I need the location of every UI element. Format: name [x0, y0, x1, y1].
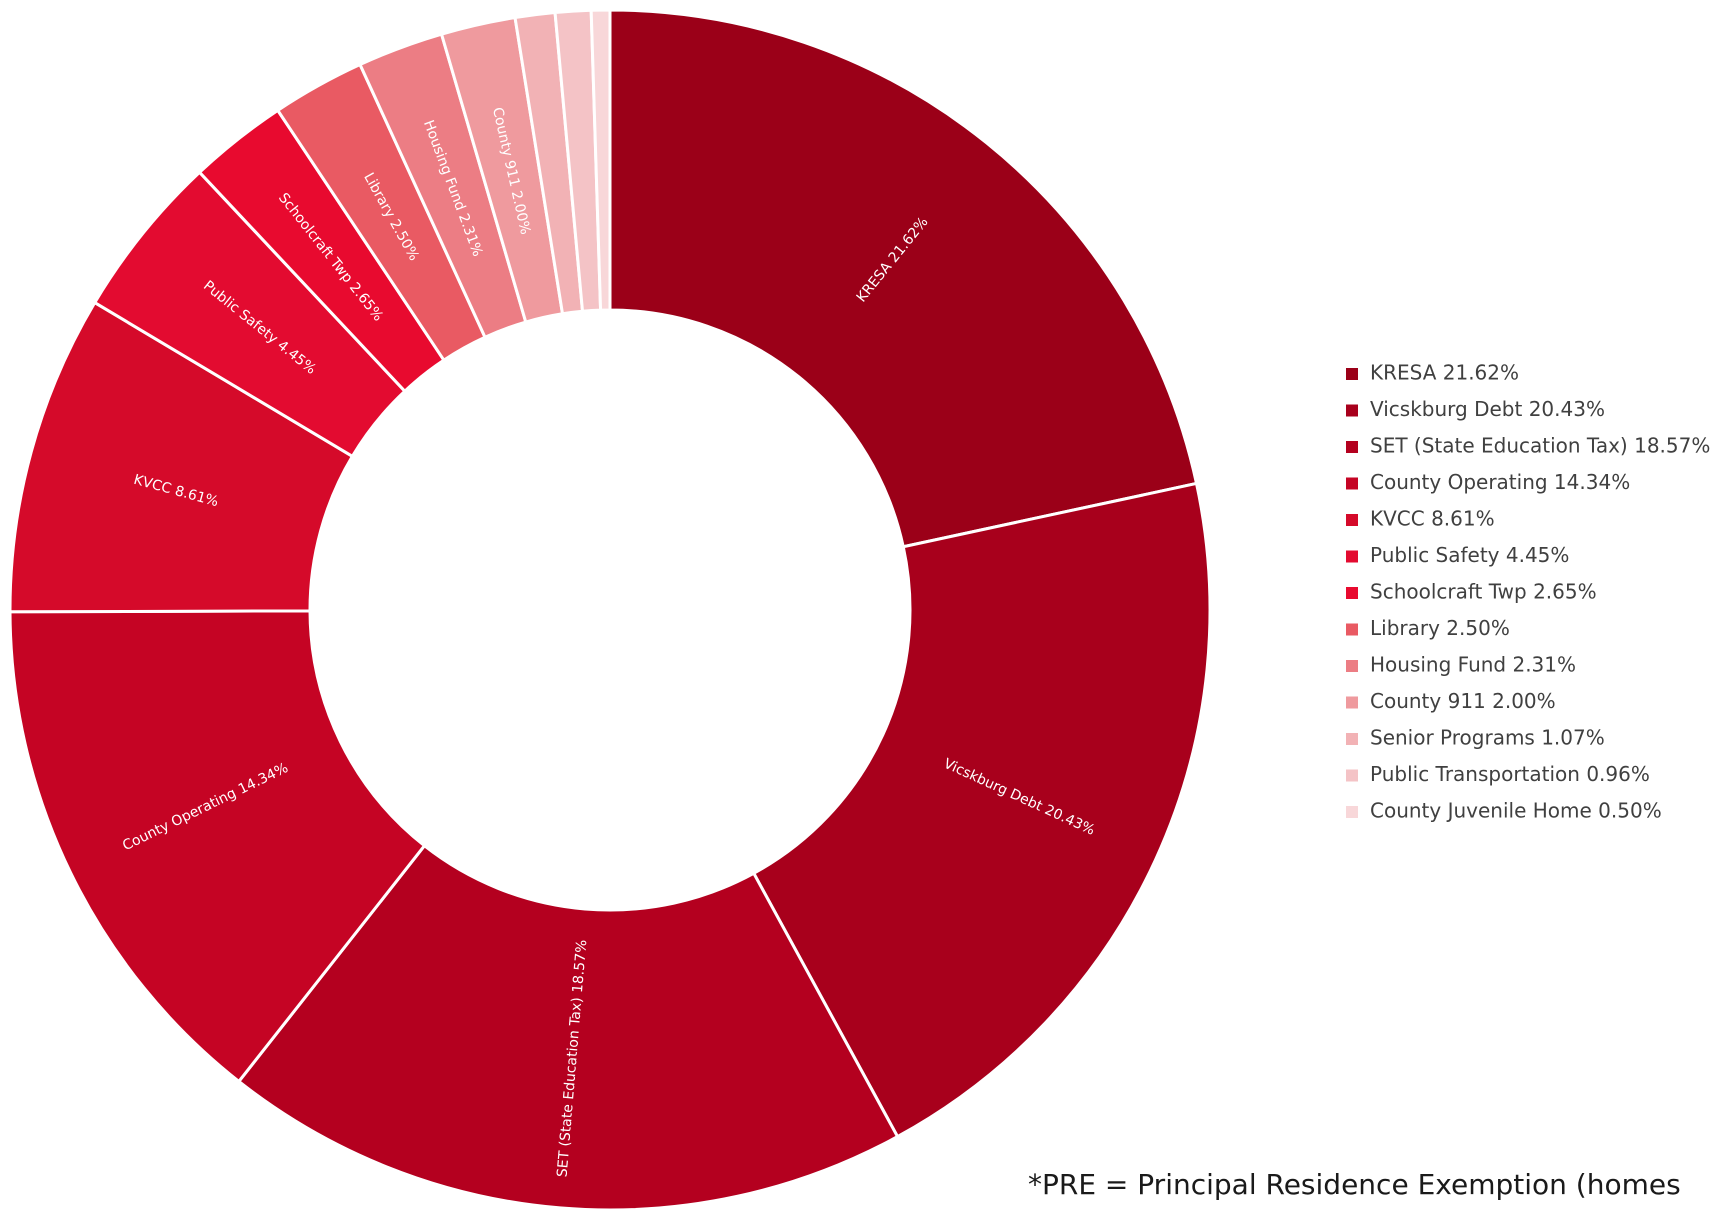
- slice-county-juvenile-home: [589, 8, 612, 312]
- legend-label-housing-fund: Housing Fund 2.31%: [1370, 653, 1576, 677]
- legend-swatch-set-state-education-tax: [1346, 441, 1358, 453]
- legend-label-public-transportation: Public Transportation 0.96%: [1370, 762, 1650, 786]
- legend-swatch-kvcc: [1346, 514, 1358, 526]
- slice-vicskburg-debt: [751, 481, 1212, 1139]
- legend-swatch-kresa: [1346, 368, 1358, 380]
- legend-label-library: Library 2.50%: [1370, 616, 1510, 640]
- legend: KRESA 21.62% Vicskburg Debt 20.43% SET (St…: [1346, 361, 1710, 823]
- legend-label-county-juvenile-home: County Juvenile Home 0.50%: [1370, 799, 1662, 823]
- legend-label-kvcc: KVCC 8.61%: [1370, 507, 1495, 531]
- legend-label-county-operating: County Operating 14.34%: [1370, 470, 1630, 494]
- legend-swatch-schoolcraft-twp: [1346, 587, 1358, 599]
- legend-label-kresa: KRESA 21.62%: [1370, 361, 1519, 385]
- slice-kresa: [608, 8, 1199, 549]
- legend-swatch-housing-fund: [1346, 660, 1358, 672]
- slice-set-state-education-tax: [236, 843, 900, 1212]
- legend-swatch-public-transportation: [1346, 769, 1358, 782]
- legend-label-set-state-education-tax: SET (State Education Tax) 18.57%: [1370, 434, 1710, 458]
- legend-label-public-safety: Public Safety 4.45%: [1370, 543, 1569, 567]
- legend-swatch-public-safety: [1346, 550, 1358, 563]
- footnote: *PRE = Principal Residence Exemption (ho…: [1028, 1168, 1681, 1201]
- legend-swatch-library: [1346, 623, 1358, 636]
- legend-label-senior-programs: Senior Programs 1.07%: [1370, 726, 1605, 750]
- legend-swatch-county-911: [1346, 696, 1358, 709]
- legend-label-schoolcraft-twp: Schoolcraft Twp 2.65%: [1370, 580, 1597, 604]
- legend-swatch-senior-programs: [1346, 733, 1358, 745]
- slice-county-operating: [8, 609, 427, 1084]
- legend-swatch-county-juvenile-home: [1346, 806, 1358, 818]
- legend-swatch-vicskburg-debt: [1346, 404, 1358, 417]
- legend-label-vicskburg-debt: Vicskburg Debt 20.43%: [1370, 397, 1605, 421]
- legend-swatch-county-operating: [1346, 477, 1358, 490]
- legend-label-county-911: County 911 2.00%: [1370, 689, 1556, 713]
